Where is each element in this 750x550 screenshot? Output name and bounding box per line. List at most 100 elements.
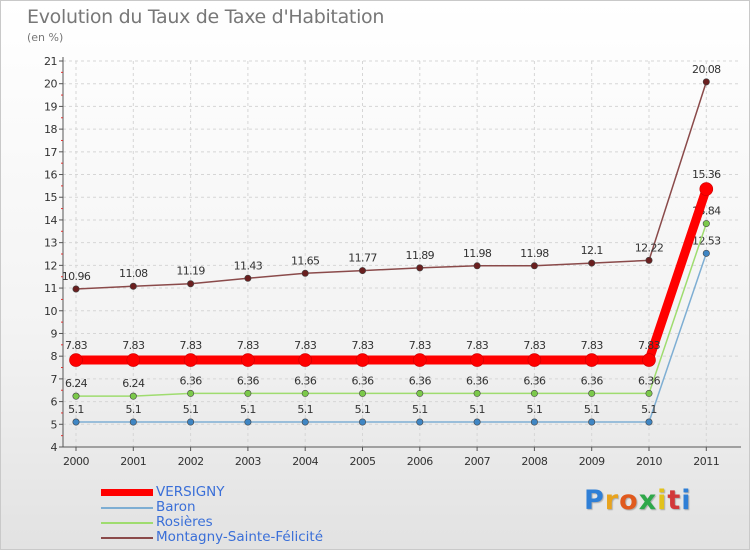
logo-letter: t bbox=[667, 485, 682, 516]
series-point-3 bbox=[244, 274, 252, 282]
x-tick-label: 2005 bbox=[350, 455, 376, 468]
data-label-1: 5.1 bbox=[641, 403, 657, 416]
data-label-0: 7.83 bbox=[581, 339, 604, 352]
data-label-3: 12.22 bbox=[635, 241, 664, 254]
y-tick-label: 14 bbox=[44, 214, 57, 227]
data-label-2: 6.36 bbox=[351, 374, 374, 387]
y-tick-label: 21 bbox=[44, 55, 57, 68]
series-point-1 bbox=[129, 418, 137, 426]
series-point-1 bbox=[301, 418, 309, 426]
series-point-0 bbox=[298, 353, 313, 367]
series-point-0 bbox=[584, 353, 599, 367]
logo-letter: r bbox=[604, 485, 620, 516]
series-point-0 bbox=[699, 182, 714, 196]
series-point-3 bbox=[530, 262, 538, 270]
data-label-1: 5.1 bbox=[527, 403, 543, 416]
chart-subtitle: (en %) bbox=[27, 31, 64, 44]
data-label-0: 7.83 bbox=[294, 339, 317, 352]
series-point-3 bbox=[588, 259, 596, 267]
legend-label-versigny: VERSIGNY bbox=[156, 484, 225, 500]
x-tick-label: 2009 bbox=[579, 455, 605, 468]
data-label-0: 7.83 bbox=[523, 339, 546, 352]
series-point-3 bbox=[129, 282, 137, 290]
series-point-1 bbox=[645, 418, 653, 426]
y-tick-label: 7 bbox=[51, 373, 58, 386]
y-tick-label: 18 bbox=[44, 123, 57, 136]
legend-swatch-versigny bbox=[101, 489, 153, 496]
series-point-0 bbox=[527, 353, 542, 367]
y-tick-label: 10 bbox=[44, 305, 57, 318]
series-point-2 bbox=[702, 220, 710, 228]
x-tick-label: 2001 bbox=[120, 455, 146, 468]
data-label-2: 6.36 bbox=[409, 374, 432, 387]
series-point-3 bbox=[358, 267, 366, 275]
legend-label-montagny: Montagny-Sainte-Félicité bbox=[156, 529, 324, 545]
data-label-2: 6.24 bbox=[122, 377, 145, 390]
series-point-2 bbox=[416, 389, 424, 397]
y-tick-label: 8 bbox=[51, 350, 58, 363]
legend-swatch-montagny bbox=[101, 537, 153, 539]
data-label-3: 11.77 bbox=[348, 252, 377, 265]
x-tick-label: 2010 bbox=[636, 455, 662, 468]
series-point-0 bbox=[183, 353, 198, 367]
legend-swatch-rosieres bbox=[101, 522, 153, 524]
proxiti-logo: Proxiti bbox=[584, 485, 692, 516]
data-label-3: 11.43 bbox=[234, 259, 263, 272]
x-tick-label: 2006 bbox=[407, 455, 433, 468]
chart-title: Evolution du Taux de Taxe d'Habitation bbox=[27, 6, 385, 28]
series-point-0 bbox=[412, 353, 427, 367]
data-label-1: 5.1 bbox=[412, 403, 428, 416]
data-label-1: 5.1 bbox=[469, 403, 485, 416]
series-line-3 bbox=[75, 81, 708, 290]
data-label-0: 7.83 bbox=[122, 339, 145, 352]
series-point-3 bbox=[301, 269, 309, 277]
series-point-2 bbox=[129, 392, 137, 400]
data-label-3: 20.08 bbox=[692, 63, 721, 76]
y-tick-label: 16 bbox=[44, 169, 57, 182]
data-label-2: 6.36 bbox=[523, 374, 546, 387]
data-label-2: 6.24 bbox=[65, 377, 88, 390]
logo-letter: x bbox=[638, 485, 658, 516]
series-point-1 bbox=[702, 249, 710, 257]
data-label-1: 5.1 bbox=[584, 403, 600, 416]
data-label-3: 11.89 bbox=[406, 249, 435, 262]
logo-letter: i bbox=[657, 485, 668, 516]
data-label-0: 7.83 bbox=[180, 339, 203, 352]
data-label-1: 12.53 bbox=[692, 234, 721, 247]
series-point-3 bbox=[72, 285, 80, 293]
data-label-1: 5.1 bbox=[183, 403, 199, 416]
series-point-1 bbox=[416, 418, 424, 426]
series-point-2 bbox=[358, 389, 366, 397]
data-label-1: 5.1 bbox=[125, 403, 141, 416]
y-tick-label: 5 bbox=[51, 418, 58, 431]
series-point-0 bbox=[126, 353, 141, 367]
x-tick-label: 2008 bbox=[521, 455, 547, 468]
data-label-0: 7.83 bbox=[638, 339, 661, 352]
data-label-0: 7.83 bbox=[409, 339, 432, 352]
x-tick-label: 2003 bbox=[235, 455, 261, 468]
x-tick-label: 2002 bbox=[178, 455, 204, 468]
series-line-2 bbox=[76, 223, 708, 397]
data-label-2: 6.36 bbox=[581, 374, 604, 387]
y-tick-label: 19 bbox=[44, 100, 57, 113]
logo-letter: P bbox=[584, 485, 605, 516]
series-point-2 bbox=[473, 389, 481, 397]
series-point-1 bbox=[473, 418, 481, 426]
data-label-1: 5.1 bbox=[355, 403, 371, 416]
x-tick-label: 2007 bbox=[464, 455, 490, 468]
data-label-2: 6.36 bbox=[294, 374, 317, 387]
series-point-2 bbox=[72, 392, 80, 400]
series-point-3 bbox=[187, 280, 195, 288]
series-point-1 bbox=[530, 418, 538, 426]
logo-letter: o bbox=[619, 485, 639, 516]
legend-label-baron: Baron bbox=[156, 499, 196, 515]
series-point-1 bbox=[244, 418, 252, 426]
data-label-3: 12.1 bbox=[581, 244, 603, 257]
data-label-2: 6.36 bbox=[237, 374, 260, 387]
series-point-0 bbox=[69, 353, 83, 367]
series-point-2 bbox=[187, 389, 195, 397]
logo-letter: i bbox=[681, 485, 692, 516]
data-label-0: 7.83 bbox=[237, 339, 260, 352]
data-label-2: 6.36 bbox=[638, 374, 661, 387]
series-point-2 bbox=[244, 389, 252, 397]
